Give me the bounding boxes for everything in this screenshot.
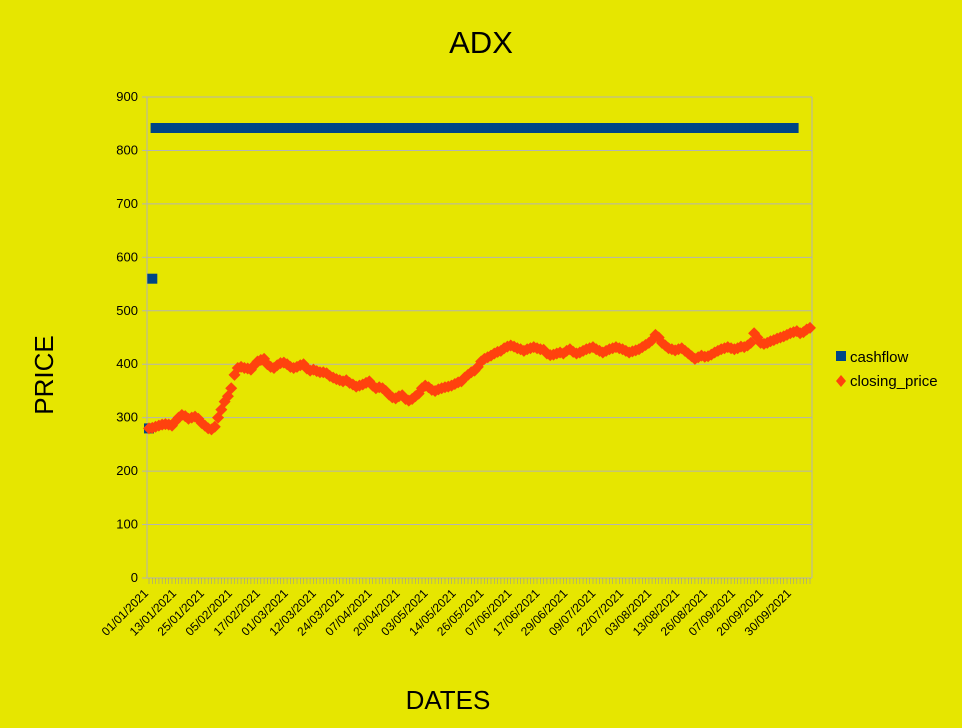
y-tick-label-300: 300	[116, 410, 138, 425]
axis-layer	[142, 96, 812, 584]
legend-marker-closing-price	[836, 375, 846, 387]
cashflow-point-196	[788, 123, 799, 133]
y-axis-title: PRICE	[29, 335, 59, 414]
y-tick-label-700: 700	[116, 196, 138, 211]
y-tick-labels: 0 100 200 300 400 500 600 700 800 900	[116, 89, 138, 585]
x-minor-ticks	[148, 578, 811, 584]
grid-layer	[147, 96, 813, 578]
legend-label-cashflow: cashflow	[850, 349, 909, 366]
closing-price-series	[143, 321, 816, 436]
y-tick-label-200: 200	[116, 463, 138, 478]
closing-price-point-20	[208, 420, 221, 433]
x-axis-title: DATES	[406, 685, 491, 715]
y-tick-label-0: 0	[131, 570, 138, 585]
y-tick-label-100: 100	[116, 517, 138, 532]
y-tick-label-600: 600	[116, 249, 138, 264]
legend: cashflow closing_price	[836, 349, 938, 390]
closing-price-point-201	[804, 321, 816, 334]
closing-price-point-25	[225, 382, 238, 395]
y-tick-label-800: 800	[116, 142, 138, 157]
cashflow-series	[144, 123, 799, 434]
closing-price-point-31	[244, 363, 257, 376]
y-tick-label-500: 500	[116, 303, 138, 318]
cashflow-point-1	[147, 273, 158, 284]
legend-marker-cashflow	[836, 351, 846, 361]
legend-label-closing-price: closing_price	[850, 373, 938, 390]
chart-title: ADX	[449, 25, 513, 60]
y-tick-label-400: 400	[116, 356, 138, 371]
y-tick-label-900: 900	[116, 89, 138, 104]
